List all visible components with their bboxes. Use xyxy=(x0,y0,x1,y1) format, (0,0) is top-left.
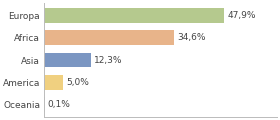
Text: 47,9%: 47,9% xyxy=(227,11,256,20)
Text: 0,1%: 0,1% xyxy=(48,100,71,109)
Bar xyxy=(44,75,63,90)
Text: 5,0%: 5,0% xyxy=(66,78,89,87)
Bar xyxy=(44,30,174,45)
Bar xyxy=(44,53,90,67)
Bar xyxy=(44,97,45,112)
Text: 34,6%: 34,6% xyxy=(177,33,206,42)
Bar xyxy=(44,8,224,23)
Text: 12,3%: 12,3% xyxy=(94,55,122,65)
